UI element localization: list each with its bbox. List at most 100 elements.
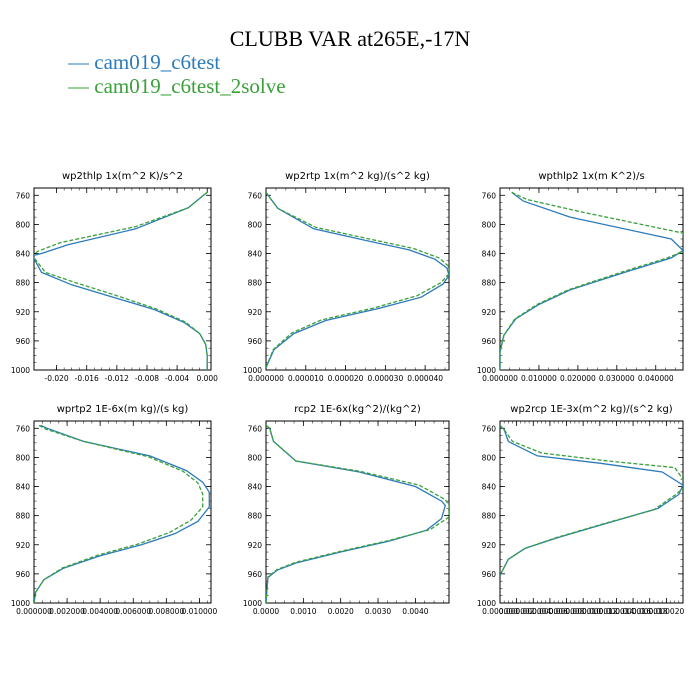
- legend-item-series2: — cam019_c6test_2solve: [68, 74, 286, 98]
- y-tick-label: 960: [248, 337, 263, 346]
- x-tick-label: 0.0010: [290, 607, 316, 616]
- panel-3: wpthlp2 1x(m K^2)/s 760 800 840 880 920 960 100…: [477, 171, 684, 383]
- y-tick-label: 800: [248, 453, 263, 462]
- y-tick-label: 760: [248, 191, 263, 200]
- y-tick-label: 1000: [243, 366, 262, 375]
- y-tick-label: 920: [248, 541, 263, 550]
- series-line-1: [500, 424, 683, 576]
- y-tick-label: 1000: [11, 599, 30, 608]
- series-line-1: [266, 192, 449, 369]
- plot-frame: [499, 187, 684, 371]
- plot-frame: [33, 187, 212, 371]
- y-tick-label: 880: [16, 279, 31, 288]
- series-line-2: [266, 424, 449, 603]
- panel-title: wp2thlp 1x(m^2 K)/s^2: [62, 171, 183, 182]
- x-tick-label: 0.0000: [253, 607, 279, 616]
- y-tick-label: 960: [248, 570, 263, 579]
- legend-label-series1: cam019_c6test: [94, 50, 221, 74]
- panel-2: wp2rtp 1x(m^2 kg)/(s^2 kg) 760 800 840 880 92…: [243, 171, 450, 383]
- x-tick-label: 0.000006: [532, 607, 568, 616]
- y-tick-label: 800: [482, 220, 497, 229]
- y-tick-label: 960: [16, 570, 31, 579]
- panel-5: rcp2 1E-6x(kg^2)/(kg^2) 760 800 840 880 920 96…: [243, 404, 450, 616]
- y-tick-label: 800: [16, 220, 31, 229]
- x-tick-label: 0.0040: [402, 607, 428, 616]
- y-tick-label: 800: [482, 453, 497, 462]
- x-tick-label: 0.0020: [328, 607, 354, 616]
- series-line-1: [500, 191, 683, 370]
- y-tick-label: 960: [482, 570, 497, 579]
- x-tick-label: 0.000: [196, 374, 218, 383]
- panel-title: rcp2 1E-6x(kg^2)/(kg^2): [294, 404, 421, 415]
- y-tick-label: 840: [248, 483, 263, 492]
- panel-6: wp2rcp 1E-3x(m^2 kg)/(s^2 kg) 760 800 840 88…: [477, 404, 685, 616]
- series-line-2: [500, 191, 683, 370]
- x-tick-label: 0.000014: [599, 607, 635, 616]
- x-tick-label: 0.000010: [565, 607, 601, 616]
- plot-frame: [499, 420, 684, 604]
- x-tick-label: 0.000000: [248, 374, 284, 383]
- x-tick-label: 0.008000: [148, 607, 184, 616]
- x-tick-label: 0.000002: [499, 607, 535, 616]
- series-line-2: [500, 424, 683, 576]
- y-tick-label: 760: [482, 424, 497, 433]
- y-tick-label: 760: [16, 424, 31, 433]
- x-tick-label: -0.012: [105, 374, 129, 383]
- y-tick-label: 840: [248, 250, 263, 259]
- y-tick-label: 1000: [243, 599, 262, 608]
- figure-title: CLUBB VAR at265E,-17N: [229, 26, 471, 51]
- panel-title: wp2rcp 1E-3x(m^2 kg)/(s^2 kg): [510, 404, 673, 415]
- x-tick-label: 0.030000: [599, 374, 635, 383]
- plot-frame: [265, 420, 450, 604]
- y-tick-label: 760: [482, 191, 497, 200]
- x-tick-label: 0.000030: [367, 374, 403, 383]
- y-tick-label: 920: [248, 308, 263, 317]
- panel-4: wprtp2 1E-6x(m kg)/(s kg) 760 800 840 880 920…: [11, 404, 218, 616]
- y-tick-label: 760: [248, 424, 263, 433]
- x-tick-label: 0.000020: [648, 607, 684, 616]
- y-tick-label: 800: [16, 453, 31, 462]
- y-tick-label: 760: [16, 191, 31, 200]
- x-tick-label: -0.004: [165, 374, 189, 383]
- y-tick-label: 880: [16, 512, 31, 521]
- y-tick-label: 840: [482, 483, 497, 492]
- x-tick-label: 0.000018: [632, 607, 668, 616]
- legend: — cam019_c6test — cam019_c6test_2solve: [68, 50, 286, 98]
- series-line-2: [34, 424, 204, 603]
- x-tick-label: 0.0030: [365, 607, 391, 616]
- series-line-1: [266, 424, 447, 603]
- y-tick-label: 1000: [11, 366, 30, 375]
- y-tick-label: 960: [16, 337, 31, 346]
- panel-1: wp2thlp 1x(m^2 K)/s^2 760 800 840 880 920 960 1…: [11, 171, 218, 383]
- y-tick-label: 880: [482, 512, 497, 521]
- x-tick-label: 0.000000: [482, 374, 518, 383]
- y-tick-label: 920: [482, 308, 497, 317]
- x-tick-label: 0.010000: [182, 607, 218, 616]
- x-tick-label: 0.000004: [515, 607, 551, 616]
- y-tick-label: 1000: [477, 599, 496, 608]
- series-line-1: [34, 424, 210, 603]
- x-tick-label: 0.004000: [82, 607, 118, 616]
- plot-frame: [265, 187, 450, 371]
- x-tick-label: 0.002000: [49, 607, 85, 616]
- y-tick-label: 1000: [477, 366, 496, 375]
- y-tick-label: 800: [248, 220, 263, 229]
- x-tick-label: 0.000020: [328, 374, 364, 383]
- x-tick-label: -0.020: [45, 374, 69, 383]
- panel-title: wp2rtp 1x(m^2 kg)/(s^2 kg): [285, 171, 430, 182]
- y-tick-label: 960: [482, 337, 497, 346]
- x-tick-label: 0.020000: [560, 374, 596, 383]
- series-line-2: [266, 192, 449, 369]
- x-tick-label: -0.008: [135, 374, 159, 383]
- x-tick-label: -0.016: [75, 374, 99, 383]
- panel-title: wpthlp2 1x(m K^2)/s: [538, 171, 644, 182]
- x-tick-label: 0.000010: [288, 374, 324, 383]
- y-tick-label: 920: [16, 541, 31, 550]
- x-tick-label: 0.000000: [16, 607, 52, 616]
- legend-item-series1: — cam019_c6test: [68, 50, 221, 74]
- y-tick-label: 920: [16, 308, 31, 317]
- legend-label-series2: cam019_c6test_2solve: [94, 74, 286, 98]
- panel-title: wprtp2 1E-6x(m kg)/(s kg): [57, 404, 189, 415]
- x-tick-label: 0.006000: [115, 607, 151, 616]
